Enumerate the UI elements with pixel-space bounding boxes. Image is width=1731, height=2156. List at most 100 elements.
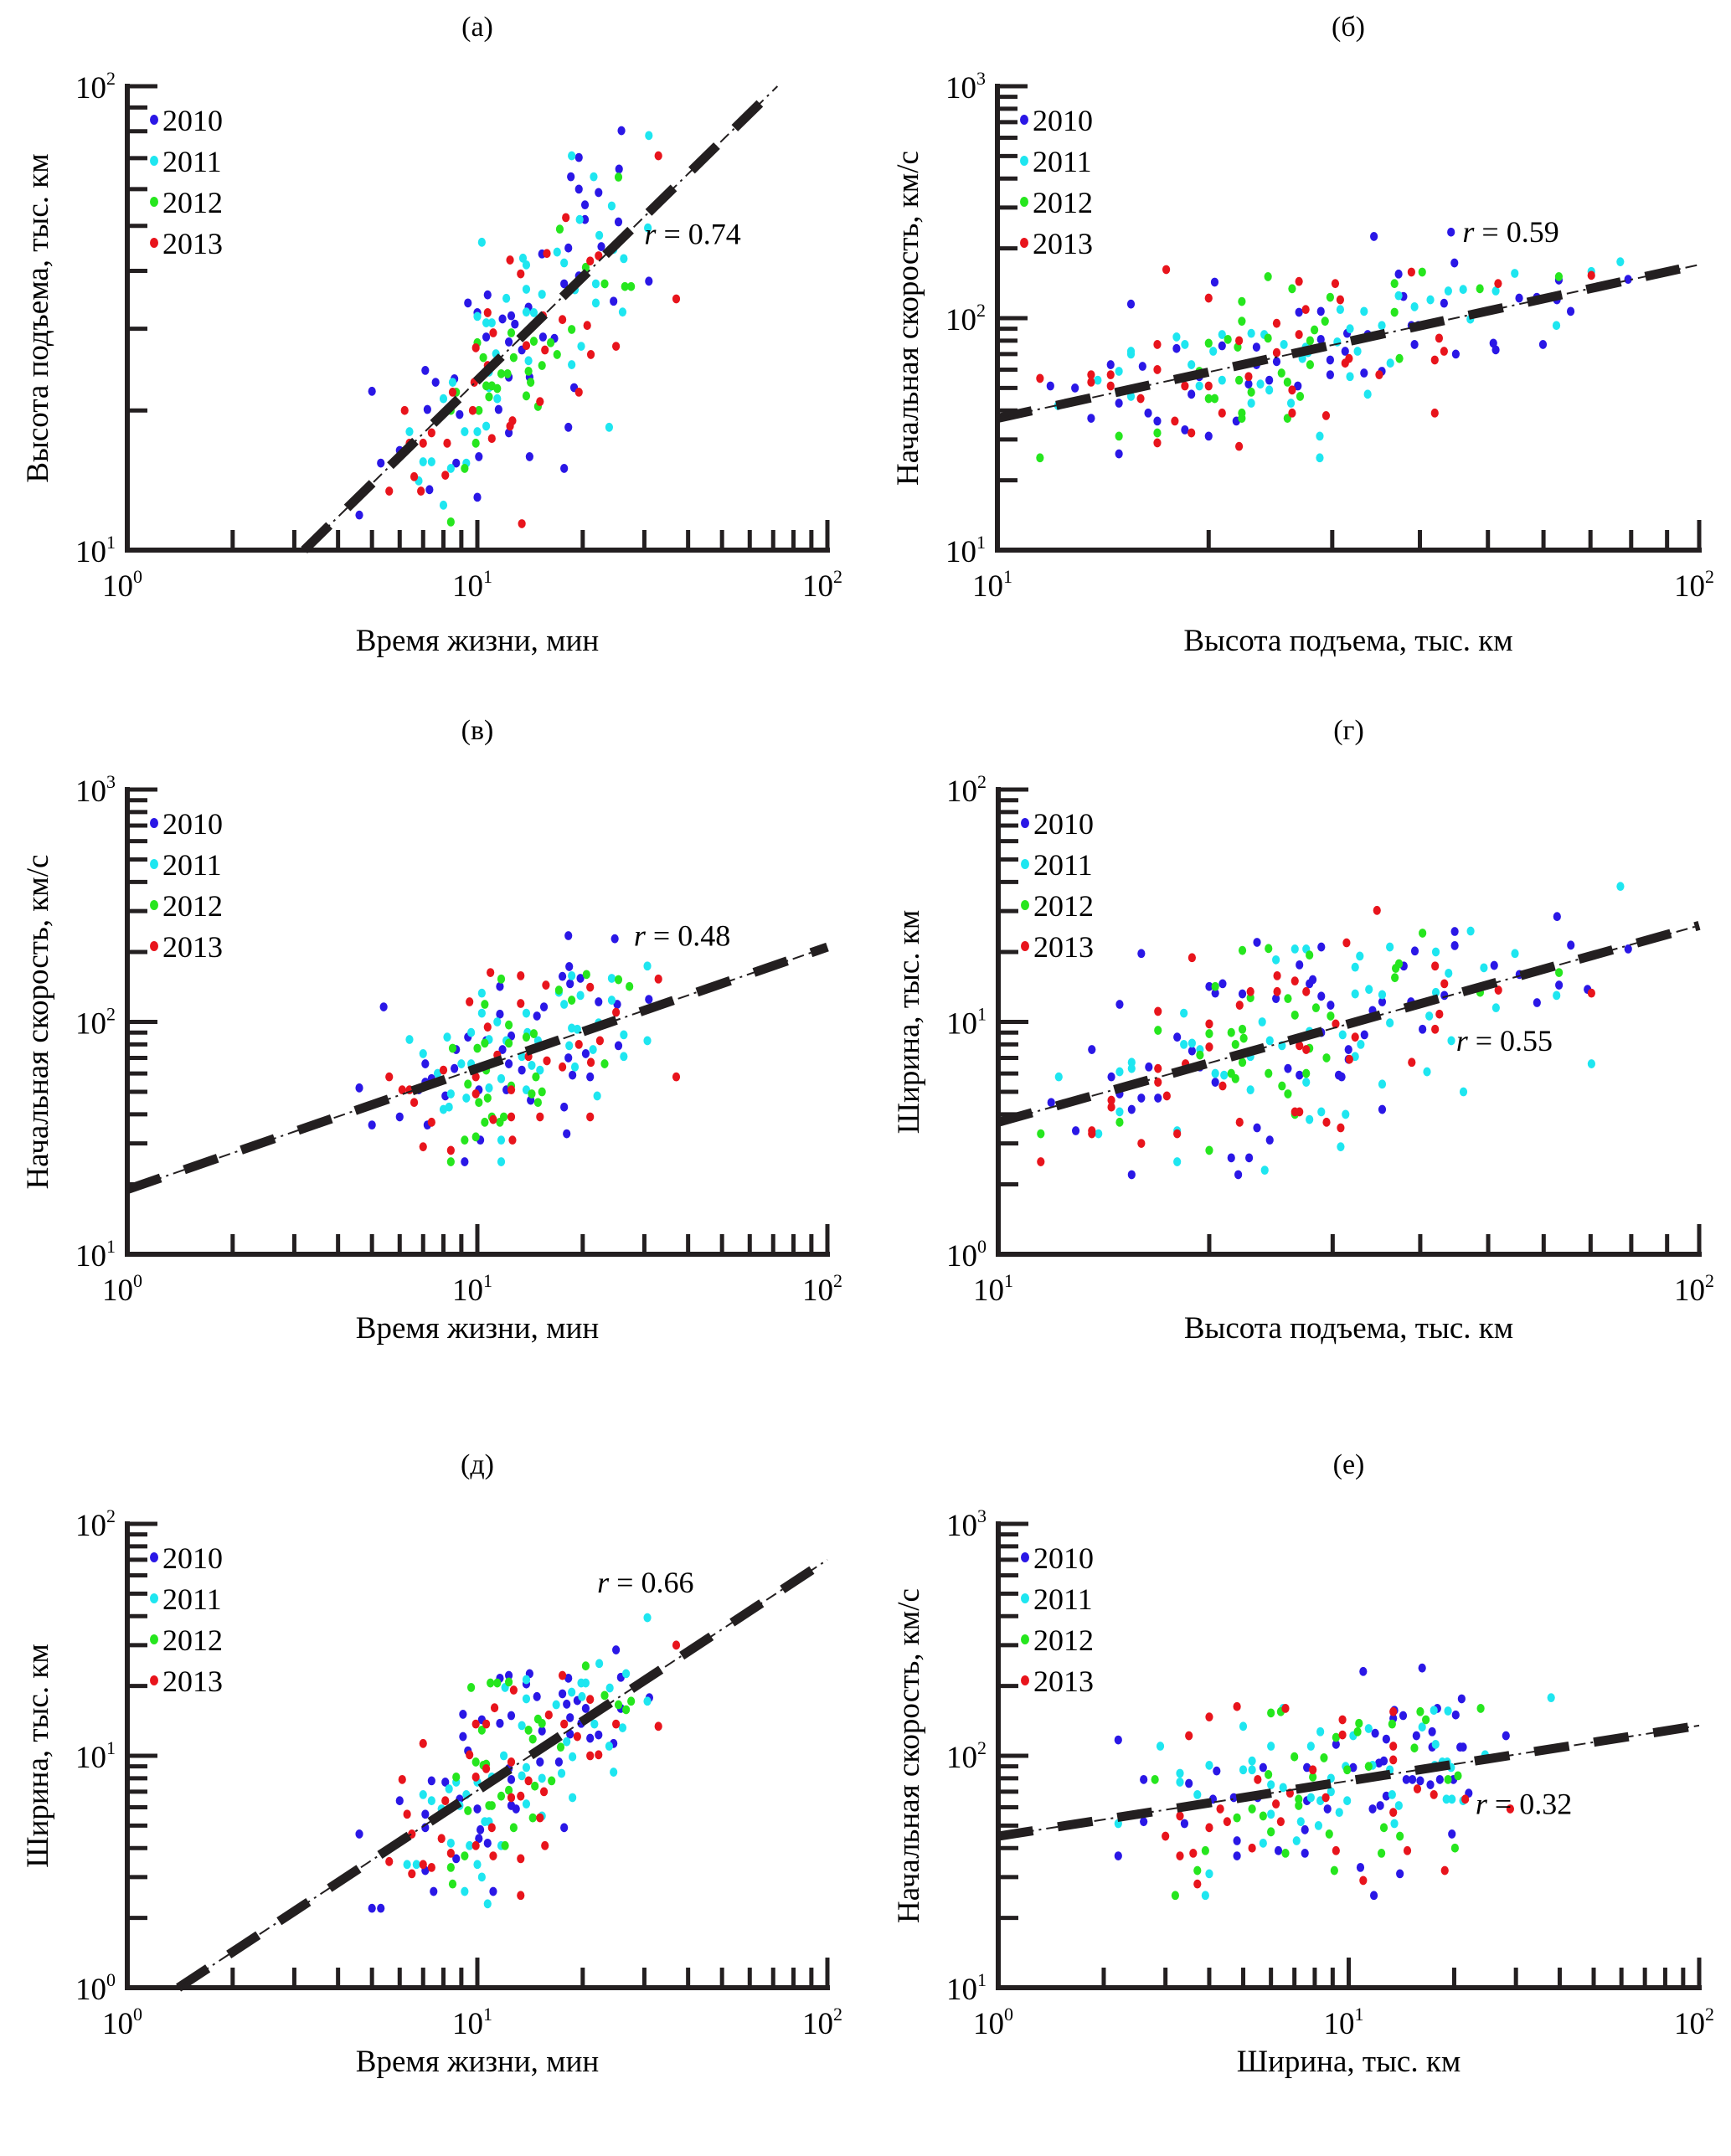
data-point (1356, 951, 1364, 961)
data-point (1476, 284, 1484, 294)
data-point (524, 1776, 533, 1786)
data-point (1193, 1789, 1202, 1799)
data-point (1233, 1836, 1241, 1845)
data-point (446, 1145, 455, 1155)
data-point (504, 1038, 513, 1048)
legend-label-2010: 2010 (162, 807, 223, 841)
data-point (1494, 279, 1502, 289)
legend-marker-2011 (150, 859, 158, 869)
data-point (481, 1117, 489, 1127)
data-point (522, 1008, 531, 1018)
data-point (483, 1899, 492, 1909)
data-point (1351, 989, 1359, 999)
data-point (1402, 1774, 1410, 1784)
data-point (1444, 1774, 1452, 1784)
data-point (1189, 1849, 1198, 1858)
data-point (441, 1778, 450, 1787)
data-point (1260, 1165, 1269, 1176)
data-point (1430, 355, 1439, 365)
series-2013 (1036, 265, 1595, 451)
regression-line-thin (178, 1559, 828, 1989)
data-point (1238, 945, 1247, 955)
data-point (1088, 1129, 1096, 1139)
legend-marker-2012 (150, 900, 158, 910)
data-point (448, 1879, 457, 1889)
data-point (412, 1860, 420, 1870)
data-point (586, 1112, 595, 1122)
data-point (538, 1726, 546, 1736)
data-point (368, 1120, 376, 1130)
data-point (1272, 1799, 1280, 1809)
data-point (528, 1734, 537, 1744)
data-point (1216, 1804, 1224, 1814)
legend-label-2010: 2010 (1033, 104, 1093, 137)
data-point (1291, 944, 1299, 954)
data-point (568, 151, 576, 161)
data-point (1187, 360, 1196, 369)
panel-b: (б) 101 102 101 102 103 Высота подъема, тыс. к… (891, 12, 1714, 658)
data-point (518, 1721, 526, 1731)
data-point (595, 1659, 604, 1669)
data-point (1454, 1771, 1462, 1781)
data-point (482, 381, 491, 391)
data-point (1360, 368, 1368, 378)
data-point (1296, 1107, 1304, 1117)
legend-marker-2013 (150, 1675, 158, 1685)
data-point (1388, 1719, 1396, 1729)
data-point (1239, 1033, 1248, 1043)
correlation-label: r = 0.74 (644, 218, 740, 251)
data-point (1431, 961, 1440, 971)
data-point (1502, 1731, 1510, 1741)
data-point (538, 361, 546, 370)
data-point (536, 1813, 544, 1823)
data-point (466, 1750, 474, 1760)
y-tick-label: 103 (945, 68, 986, 105)
data-point (1235, 441, 1244, 451)
data-point (1286, 399, 1296, 408)
data-point (446, 1862, 455, 1872)
y-axis-label: Начальная скорость, км/с (21, 855, 55, 1190)
data-point (1389, 1755, 1398, 1765)
data-point (507, 1085, 516, 1095)
data-point (569, 1793, 577, 1803)
data-point (430, 1886, 438, 1896)
data-point (1494, 985, 1502, 995)
data-point (1448, 1794, 1456, 1804)
data-point (1210, 277, 1219, 287)
data-point (542, 980, 550, 990)
data-point (1302, 986, 1311, 996)
data-point (398, 1085, 406, 1095)
data-point (421, 365, 430, 375)
data-point (1107, 1072, 1115, 1082)
data-point (468, 405, 477, 415)
legend-label-2012: 2012 (1033, 1623, 1094, 1657)
data-point (459, 1710, 467, 1719)
data-point (1187, 428, 1196, 438)
data-point (541, 1840, 549, 1850)
data-point (1375, 370, 1383, 380)
data-point (489, 1886, 497, 1896)
data-point (1281, 1704, 1290, 1713)
data-point (1408, 1057, 1416, 1068)
data-point (511, 319, 519, 329)
legend-label-2010: 2010 (162, 1541, 223, 1575)
data-point (427, 1862, 435, 1872)
y-tick-label: 102 (946, 771, 987, 809)
data-point (581, 1049, 590, 1058)
data-point (476, 1824, 485, 1834)
data-point (1238, 316, 1246, 327)
y-tick-label: 102 (945, 300, 986, 337)
data-point (522, 1694, 531, 1704)
data-point (555, 224, 564, 234)
data-point (1533, 998, 1541, 1007)
data-point (451, 1063, 459, 1073)
data-point (1491, 286, 1500, 296)
data-point (1451, 349, 1460, 359)
data-point (1137, 1139, 1146, 1148)
legend-label-2011: 2011 (1033, 848, 1093, 882)
data-point (1239, 1765, 1248, 1775)
data-point (568, 360, 576, 369)
data-point (582, 970, 590, 980)
data-point (1616, 257, 1625, 267)
